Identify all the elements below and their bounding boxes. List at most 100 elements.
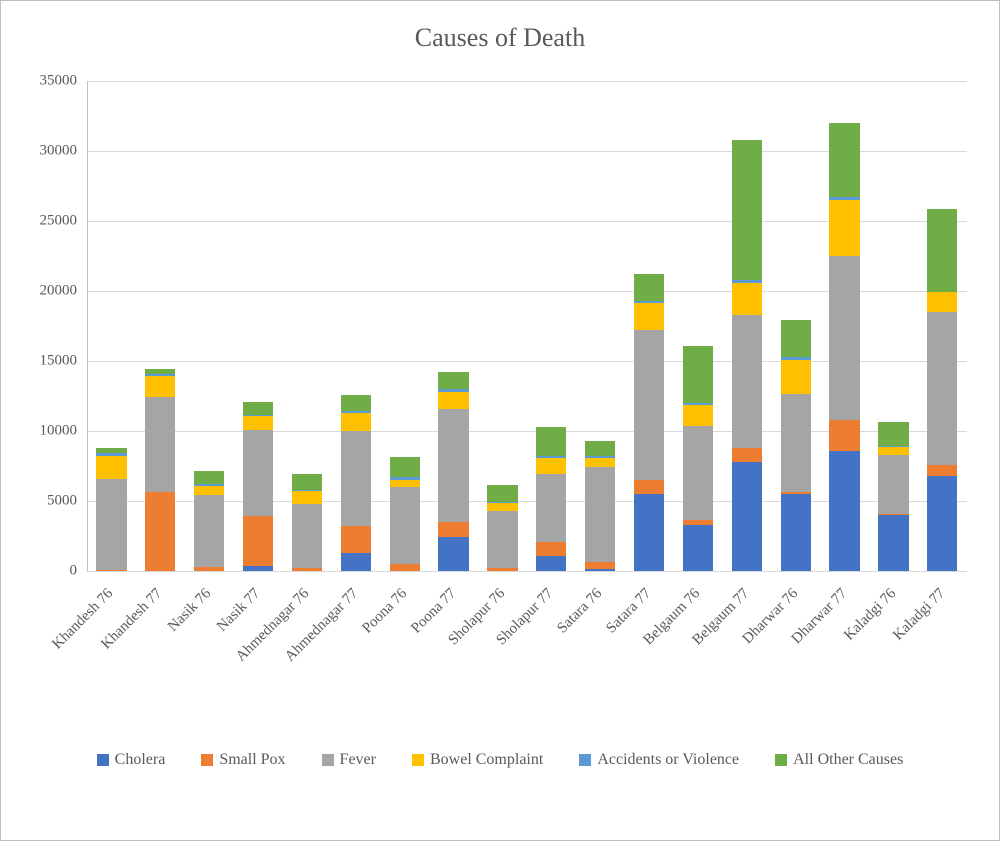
legend-item: Cholera — [97, 751, 166, 769]
bar-segment — [634, 480, 664, 494]
bar — [96, 448, 126, 571]
bar-segment — [927, 312, 957, 465]
bar — [927, 209, 957, 571]
y-tick-label: 35000 — [40, 73, 78, 90]
bar-segment — [487, 485, 517, 502]
bar-segment — [243, 416, 273, 430]
bar-segment — [585, 467, 615, 562]
legend-swatch — [201, 754, 213, 766]
legend-label: Cholera — [115, 751, 166, 769]
bar-segment — [878, 422, 908, 447]
bar-segment — [927, 292, 957, 312]
legend-label: Fever — [340, 751, 376, 769]
bar-segment — [634, 303, 664, 330]
bar-segment — [145, 492, 175, 571]
bar-segment — [194, 471, 224, 484]
legend-label: Small Pox — [219, 751, 285, 769]
bar-segment — [341, 431, 371, 526]
bar-segment — [487, 503, 517, 511]
bar-segment — [585, 458, 615, 467]
bar-segment — [341, 553, 371, 571]
bar-segment — [829, 451, 859, 571]
bar — [438, 372, 468, 571]
chart-container: Causes of Death0500010000150002000025000… — [0, 0, 1000, 841]
y-tick-label: 25000 — [40, 213, 78, 230]
bar-segment — [536, 556, 566, 571]
bar-segment — [634, 330, 664, 480]
bar-segment — [487, 511, 517, 568]
bar — [243, 402, 273, 571]
bar-segment — [243, 430, 273, 515]
bar — [781, 320, 811, 571]
y-tick-label: 0 — [70, 563, 78, 580]
bar-segment — [878, 447, 908, 455]
bar — [536, 427, 566, 571]
bar-segment — [145, 397, 175, 492]
bar-segment — [438, 409, 468, 522]
bar-segment — [390, 480, 420, 487]
bar-segment — [341, 526, 371, 553]
legend-swatch — [412, 754, 424, 766]
bar — [194, 471, 224, 571]
bar-segment — [438, 537, 468, 571]
bar-segment — [341, 413, 371, 431]
bar-segment — [829, 256, 859, 420]
bar-segment — [829, 123, 859, 197]
bar-segment — [781, 394, 811, 492]
bar-segment — [341, 395, 371, 410]
legend-item: Bowel Complaint — [412, 751, 543, 769]
legend-label: Accidents or Violence — [597, 751, 739, 769]
bar-segment — [927, 209, 957, 292]
plot-area — [87, 81, 967, 571]
bar-segment — [194, 486, 224, 496]
bar-segment — [390, 564, 420, 571]
bar-segment — [438, 392, 468, 409]
bar — [585, 441, 615, 571]
bar — [634, 274, 664, 571]
legend-label: All Other Causes — [793, 751, 903, 769]
y-tick-label: 20000 — [40, 283, 78, 300]
x-axis-line — [87, 571, 967, 572]
bar-segment — [732, 283, 762, 315]
bar-segment — [732, 448, 762, 462]
bar-segment — [390, 457, 420, 477]
bar-segment — [438, 372, 468, 389]
bar-segment — [145, 376, 175, 398]
bar — [341, 395, 371, 571]
legend-swatch — [775, 754, 787, 766]
bar-segment — [243, 516, 273, 566]
bar-segment — [536, 458, 566, 475]
bar-segment — [829, 200, 859, 256]
bar-segment — [536, 427, 566, 456]
bar-segment — [292, 474, 322, 489]
legend-swatch — [579, 754, 591, 766]
bar-segment — [878, 515, 908, 571]
bar-segment — [292, 491, 322, 504]
bar-segment — [390, 487, 420, 564]
bars-group — [87, 81, 967, 571]
bar-segment — [438, 522, 468, 537]
legend-item: Fever — [322, 751, 376, 769]
bar-segment — [96, 456, 126, 480]
bar-segment — [781, 360, 811, 394]
bar-segment — [536, 542, 566, 556]
bar-segment — [732, 140, 762, 280]
bar-segment — [927, 476, 957, 571]
bar-segment — [243, 402, 273, 415]
legend-item: Small Pox — [201, 751, 285, 769]
bar — [683, 346, 713, 571]
bar-segment — [536, 474, 566, 541]
bar — [829, 123, 859, 571]
bar-segment — [292, 504, 322, 568]
bar-segment — [683, 525, 713, 571]
legend-item: All Other Causes — [775, 751, 903, 769]
y-tick-label: 10000 — [40, 423, 78, 440]
bar-segment — [732, 462, 762, 571]
legend-swatch — [97, 754, 109, 766]
bar-segment — [96, 479, 126, 569]
legend-label: Bowel Complaint — [430, 751, 543, 769]
bar-segment — [634, 274, 664, 301]
legend-swatch — [322, 754, 334, 766]
bar — [732, 140, 762, 571]
bar — [145, 369, 175, 571]
